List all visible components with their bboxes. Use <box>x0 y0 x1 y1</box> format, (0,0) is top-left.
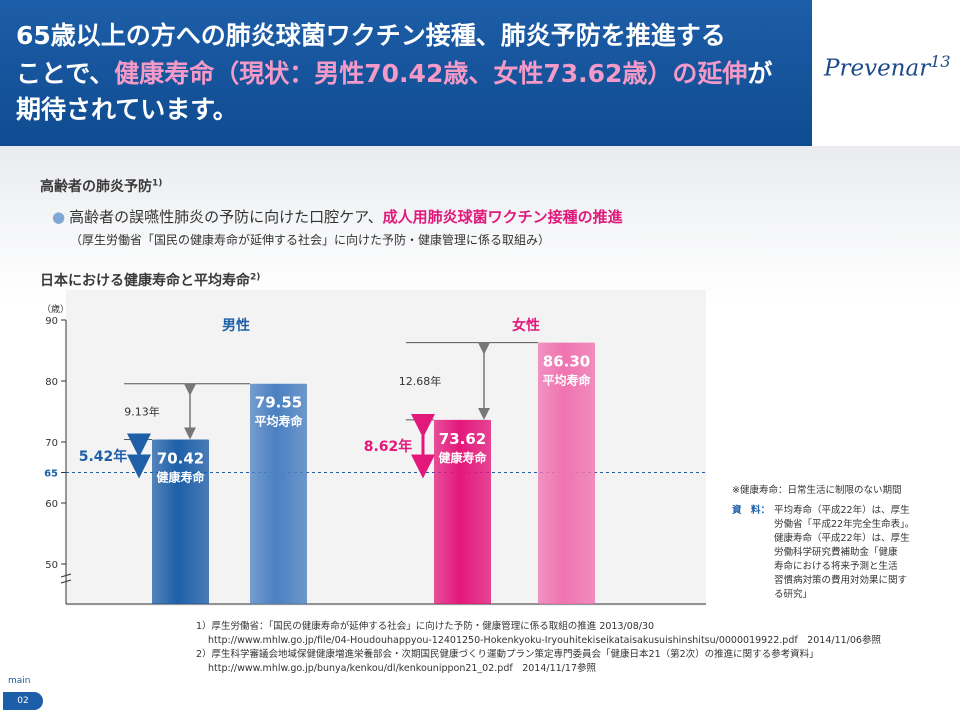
headline-line-3: 期待されています。 <box>16 95 238 124</box>
bullet-highlight: 成人用肺炎球菌ワクチン接種の推進 <box>382 208 623 226</box>
group-title: 男性 <box>222 317 250 334</box>
page-label: main <box>8 676 31 686</box>
title-banner <box>0 0 812 146</box>
footnote-2: 2）厚生科学審議会地域保健健康増進栄養部会・次期国民健康づくり運動プラン策定専門… <box>196 649 819 660</box>
source-note-line: 労働科学研究費補助金「健康 <box>774 547 898 558</box>
footnote-1: 1）厚生労働省：「国民の健康寿命が延伸する社会」に向けた予防・健康管理に係る取組… <box>196 621 655 632</box>
bullet-note: （厚生労働省「国民の健康寿命が延伸する社会」に向けた予防・健康管理に係る取組み） <box>70 233 551 247</box>
y-tick-label: 60 <box>45 499 58 510</box>
source-note-line: 平均寿命（平成22年）は、厚生 <box>774 505 910 516</box>
footnote-2-url: http://www.mhlw.go.jp/bunya/kenkou/dl/ke… <box>208 663 596 674</box>
bar-value-label: 70.42 <box>157 449 204 467</box>
headline-highlight: 健康寿命（現状：男性70.42歳、女性73.62歳）の延伸 <box>114 59 748 88</box>
source-label: 資 料： <box>732 505 771 516</box>
axis-break-icon <box>60 573 72 584</box>
source-note-line: 健康寿命（平成22年）は、厚生 <box>774 533 910 544</box>
bar-category-label: 健康寿命 <box>156 469 205 484</box>
bullet-dot-icon: ● <box>52 208 66 226</box>
diff-label: 5.42年 <box>79 448 128 465</box>
y-tick-label: 80 <box>45 377 58 388</box>
definition-note: ※健康寿命：日常生活に制限のない期間 <box>732 485 902 496</box>
prevenar-logo: Prevenar13 <box>824 52 951 82</box>
y-axis-unit: （歳） <box>42 303 69 315</box>
y-tick-label: 90 <box>45 316 58 327</box>
bar-category-label: 健康寿命 <box>438 450 487 465</box>
bar-average-life-expectancy <box>538 342 595 604</box>
page-number: 02 <box>3 692 43 710</box>
gap-label: 9.13年 <box>124 405 160 419</box>
source-note-line: 寿命における将来予測と生活 <box>774 561 898 572</box>
headline-line-2: ことで、健康寿命（現状：男性70.42歳、女性73.62歳）の延伸が <box>16 59 773 88</box>
bar-value-label: 73.62 <box>439 430 486 448</box>
bar-category-label: 平均寿命 <box>542 373 591 388</box>
gap-label: 12.68年 <box>399 374 442 388</box>
bullet-item: ● 高齢者の誤嚥性肺炎の予防に向けた口腔ケア、成人用肺炎球菌ワクチン接種の推進 <box>52 208 623 226</box>
content-band <box>0 146 960 306</box>
footnote-1-url: http://www.mhlw.go.jp/file/04-Houdouhapp… <box>208 635 881 646</box>
logo-area <box>812 0 960 146</box>
source-note-line: る研究」 <box>774 589 813 600</box>
y-tick-label: 70 <box>45 438 58 449</box>
section-title-life-expectancy: 日本における健康寿命と平均寿命2) <box>40 272 261 289</box>
y-tick-label: 65 <box>44 469 58 480</box>
group-title: 女性 <box>512 317 540 334</box>
bar-healthy-life-expectancy <box>152 439 209 604</box>
bar-category-label: 平均寿命 <box>254 414 303 429</box>
bar-value-label: 86.30 <box>543 353 590 371</box>
bar-value-label: 79.55 <box>255 394 302 412</box>
source-note-line: 習慣病対策の費用対効果に関す <box>774 575 908 586</box>
source-note-line: 労働省「平成22年完全生命表」。 <box>774 519 915 530</box>
section-title-pneumonia-prevention: 高齢者の肺炎予防1) <box>40 178 163 195</box>
diff-label: 8.62年 <box>364 438 413 455</box>
headline-line-1: 65歳以上の方への肺炎球菌ワクチン接種、肺炎予防を推進する <box>16 21 726 50</box>
bar-healthy-life-expectancy <box>434 419 491 604</box>
bar-average-life-expectancy <box>250 383 307 604</box>
y-tick-label: 50 <box>45 560 58 571</box>
source-note: 平均寿命（平成22年）は、厚生 労働省「平成22年完全生命表」。 健康寿命（平成22… <box>774 504 914 602</box>
